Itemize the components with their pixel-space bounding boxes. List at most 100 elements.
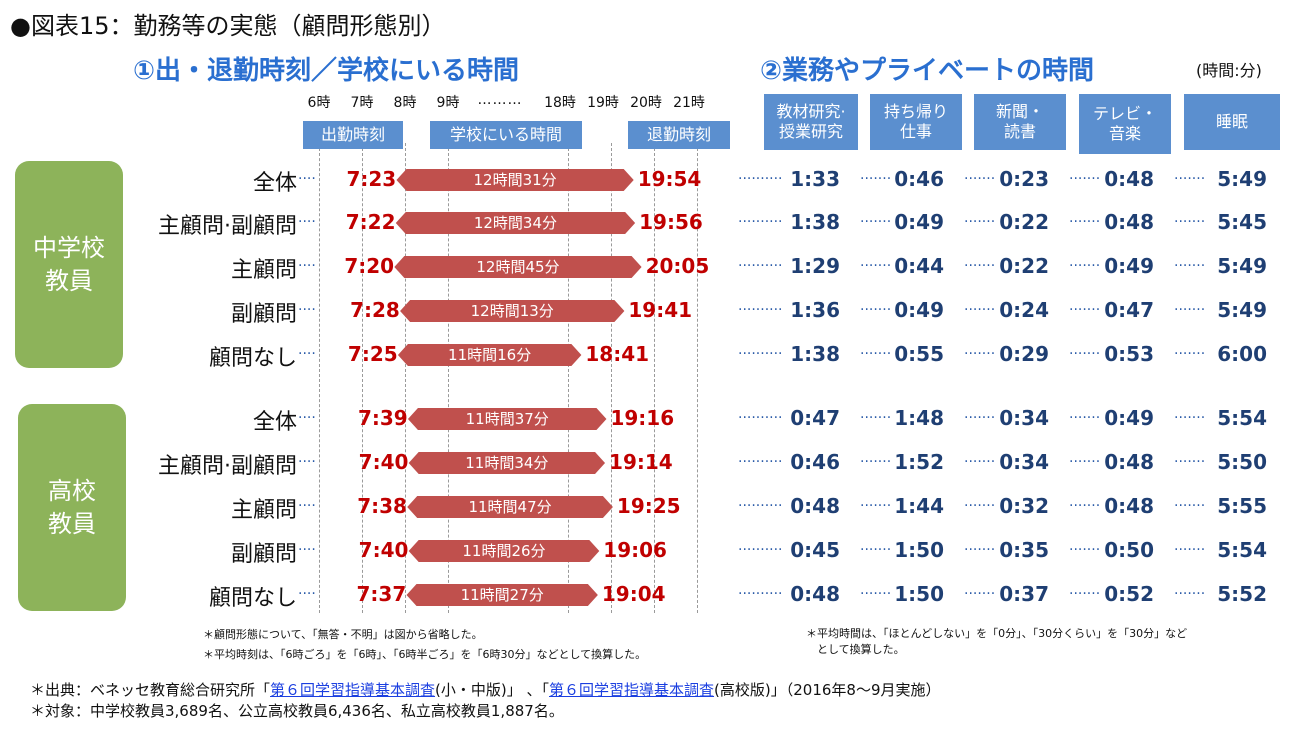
gridline-19 [611,143,612,613]
activity-time: 0:49 [1104,406,1154,430]
leader-dots: ······· [860,454,892,470]
target-line: ＊対象：中学校教員3,689名、公立高校教員6,436名、私立高校教員1,887… [30,702,564,720]
leader-dots: ······· [964,410,996,426]
activity-time: 5:49 [1217,167,1267,191]
activity-time: 0:48 [790,494,840,518]
source-link-high[interactable]: 第６回学習指導基本調査 [549,681,715,699]
school-time-bar [406,584,598,606]
leader-dots: ······· [964,171,996,187]
activity-time: 1:50 [894,538,944,562]
school-time-bar [408,452,606,474]
row-label: 顧問なし [208,346,297,371]
gridline-6 [319,143,320,613]
leader-dots: ·········· [738,214,783,230]
leader-dots: ······· [1069,586,1101,602]
leader-dots: ······· [1069,410,1101,426]
duration-label: 11時間34分 [465,454,548,472]
header-start-time: 出勤時刻 [303,121,403,149]
leader-dots: ······· [860,586,892,602]
leader-dots: ······· [964,302,996,318]
section1-title: ①出・退勤時刻／学校にいる時間 [133,56,520,86]
leader-dots: ······· [964,346,996,362]
leader-dots: ······· [860,258,892,274]
activity-time: 0:48 [790,582,840,606]
leader-dots: ·········· [738,410,783,426]
start-time: 7:23 [346,167,397,191]
start-time: 7:37 [356,582,407,606]
gridline-9 [448,143,449,613]
activity-time: 0:52 [1104,582,1154,606]
leader-dots: ······· [860,214,892,230]
leader-dots: ······· [1174,214,1206,230]
activity-time: 0:48 [1104,494,1154,518]
duration-label: 12時間31分 [473,171,556,189]
activity-time: 0:47 [1104,298,1154,322]
activity-time: 0:29 [999,342,1049,366]
activity-time: 0:34 [999,450,1049,474]
end-time: 19:56 [639,210,703,234]
leader-dots: ······· [964,586,996,602]
hour-tick-7: 7時 [350,95,374,111]
leader-dots: ······· [1174,258,1206,274]
row-label: 全体 [252,410,297,435]
duration-label: 11時間16分 [448,346,531,364]
activity-time: 0:46 [894,167,944,191]
leader-dots: ······· [964,258,996,274]
activity-time: 0:47 [790,406,840,430]
leader-dots: ···· [298,586,316,602]
hour-tick-20: 20時 [630,95,662,111]
gridline-7 [362,143,363,613]
activity-time: 0:46 [790,450,840,474]
gridline-20 [654,143,655,613]
hour-tick-18: 18時 [544,95,576,111]
leader-dots: ·········· [738,171,783,187]
school-time-bar [397,344,582,366]
school-time-bar [407,408,607,430]
leader-dots: ·········· [738,498,783,514]
school-time-bar [395,212,636,234]
activity-time: 1:36 [790,298,840,322]
leader-dots: ······· [1174,586,1206,602]
activity-time: 6:00 [1217,342,1267,366]
leader-dots: ······· [1174,498,1206,514]
hour-tick-8: 8時 [393,95,417,111]
leader-dots: ······· [860,302,892,318]
hour-tick-6: 6時 [307,95,331,111]
leader-dots: ······· [860,171,892,187]
school-time-bar [396,169,634,191]
activity-time: 1:52 [894,450,944,474]
leader-dots: ·········· [738,302,783,318]
activity-time: 0:45 [790,538,840,562]
activity-time: 5:52 [1217,582,1267,606]
page-title: ●図表15：勤務等の実態（顧問形態別） [10,12,446,40]
leader-dots: ······· [964,498,996,514]
leader-dots: ···· [298,542,316,558]
duration-label: 11時間37分 [466,410,549,428]
activity-time: 0:24 [999,298,1049,322]
leader-dots: ······· [1069,171,1101,187]
duration-label: 12時間34分 [474,214,557,232]
end-time: 20:05 [645,254,710,278]
activity-time: 0:37 [999,582,1049,606]
gridline-18 [568,143,569,613]
leader-dots: ···· [298,171,316,187]
leader-dots: ······· [1174,171,1206,187]
leader-dots: ···· [298,410,316,426]
row-label: 主顧問·副顧問 [158,454,297,479]
school-time-bar [407,496,613,518]
note-right-1: ＊平均時間は、「ほとんどしない」を「0分」、「30分くらい」を「30分」など [806,627,1188,640]
row-label: 主顧問 [230,258,297,283]
note-left-2: ＊平均時刻は、「6時ごろ」を「6時」、「6時半ごろ」を「6時30分」などとして換… [203,648,647,661]
leader-dots: ···· [298,346,316,362]
end-time: 19:54 [637,167,702,191]
source-line: ＊出典：ベネッセ教育総合研究所「第６回学習指導基本調査(小・中版)」 、「第６回… [30,679,941,700]
start-time: 7:20 [344,254,395,278]
source-link-junior[interactable]: 第６回学習指導基本調査 [270,681,436,699]
header-leave-time: 退勤時刻 [628,121,730,149]
start-time: 7:40 [358,450,409,474]
activity-time: 1:38 [790,210,840,234]
hour-tick-19: 19時 [587,95,619,111]
header-newspaper-reading: 新聞・ 読書 [974,94,1066,150]
activity-time: 0:48 [1104,210,1154,234]
section2-title: ②業務やプライベートの時間 [760,56,1095,86]
